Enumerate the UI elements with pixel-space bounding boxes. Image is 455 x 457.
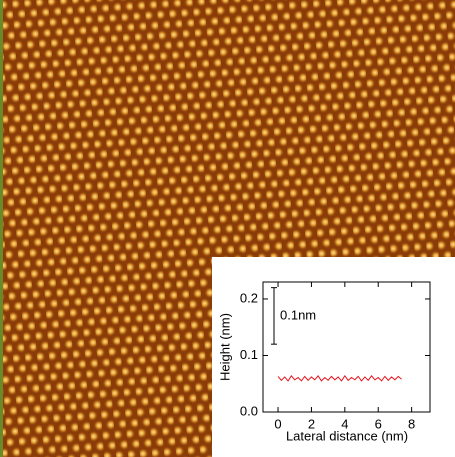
x-tick-label: 6 <box>375 416 382 431</box>
x-tick-label: 0 <box>274 416 281 431</box>
image-edge <box>0 0 3 457</box>
y-tick-label: 0.1 <box>240 347 258 362</box>
y-axis-label: Height (nm) <box>217 313 232 381</box>
x-tick-label: 2 <box>308 416 315 431</box>
x-tick-label: 8 <box>408 416 415 431</box>
y-tick-label: 0.0 <box>240 403 258 418</box>
scale-bar-label: 0.1nm <box>280 307 316 322</box>
chart: Height (nm) Lateral distance (nm) 0.00.1… <box>0 0 455 457</box>
x-tick-label: 4 <box>341 416 348 431</box>
page: Height (nm) Lateral distance (nm) 0.00.1… <box>0 0 455 457</box>
y-tick-label: 0.2 <box>240 290 258 305</box>
